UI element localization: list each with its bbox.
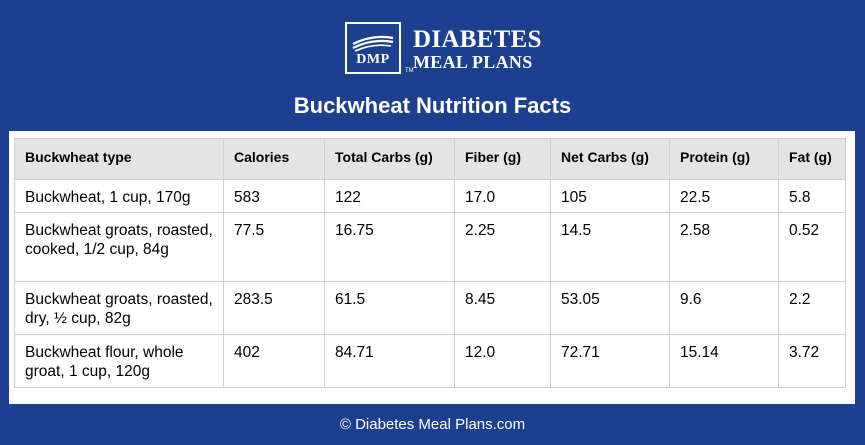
cell-fiber: 17.0 <box>454 179 551 213</box>
cell-net-carbs: 14.5 <box>550 212 670 282</box>
column-header-type: Buckwheat type <box>14 138 224 180</box>
column-header-protein: Protein (g) <box>669 138 779 180</box>
cell-type: Buckwheat groats, roasted, dry, ½ cup, 8… <box>14 281 224 335</box>
cell-type: Buckwheat groats, roasted, cooked, 1/2 c… <box>14 212 224 282</box>
logo-mark: DMP TM <box>345 22 414 74</box>
table-panel: Buckwheat type Calories Total Carbs (g) … <box>9 131 855 404</box>
cell-net-carbs: 53.05 <box>550 281 670 335</box>
cell-fiber: 8.45 <box>454 281 551 335</box>
logo-wordmark: DIABETES MEAL PLANS <box>413 22 542 76</box>
table-row: Buckwheat, 1 cup, 170g 583 122 17.0 105 … <box>14 179 846 213</box>
cell-total-carbs: 84.71 <box>324 334 455 388</box>
cell-calories: 402 <box>223 334 325 388</box>
logo-line-1: DIABETES <box>413 26 542 53</box>
cell-fiber: 12.0 <box>454 334 551 388</box>
table-row: Buckwheat groats, roasted, cooked, 1/2 c… <box>14 212 846 282</box>
cell-total-carbs: 16.75 <box>324 212 455 282</box>
column-header-fiber: Fiber (g) <box>454 138 551 180</box>
column-header-net-carbs: Net Carbs (g) <box>550 138 670 180</box>
cell-protein: 9.6 <box>669 281 779 335</box>
cell-protein: 15.14 <box>669 334 779 388</box>
column-header-total-carbs: Total Carbs (g) <box>324 138 455 180</box>
logo-mark-text: DMP <box>356 52 390 67</box>
cell-fiber: 2.25 <box>454 212 551 282</box>
cell-fat: 3.72 <box>778 334 846 388</box>
cell-net-carbs: 105 <box>550 179 670 213</box>
cell-protein: 2.58 <box>669 212 779 282</box>
cell-calories: 77.5 <box>223 212 325 282</box>
nutrition-table: Buckwheat type Calories Total Carbs (g) … <box>14 138 846 388</box>
page-title: Buckwheat Nutrition Facts <box>293 93 572 118</box>
logo-trademark: TM <box>405 68 414 74</box>
cell-type: Buckwheat flour, whole groat, 1 cup, 120… <box>14 334 224 388</box>
column-header-fat: Fat (g) <box>778 138 846 180</box>
table-header-row: Buckwheat type Calories Total Carbs (g) … <box>14 138 846 180</box>
brand-logo: DMP TM DIABETES MEAL PLANS <box>345 22 542 76</box>
table-row: Buckwheat groats, roasted, dry, ½ cup, 8… <box>14 281 846 335</box>
cell-total-carbs: 61.5 <box>324 281 455 335</box>
cell-type: Buckwheat, 1 cup, 170g <box>14 179 224 213</box>
cell-calories: 583 <box>223 179 325 213</box>
logo-swoosh-icon <box>352 35 394 52</box>
cell-fat: 0.52 <box>778 212 846 282</box>
logo-line-2: MEAL PLANS <box>413 52 533 72</box>
table-row: Buckwheat flour, whole groat, 1 cup, 120… <box>14 334 846 388</box>
cell-calories: 283.5 <box>223 281 325 335</box>
column-header-calories: Calories <box>223 138 325 180</box>
cell-fat: 2.2 <box>778 281 846 335</box>
cell-net-carbs: 72.71 <box>550 334 670 388</box>
cell-protein: 22.5 <box>669 179 779 213</box>
copyright-footer: © Diabetes Meal Plans.com <box>339 416 526 433</box>
cell-fat: 5.8 <box>778 179 846 213</box>
cell-total-carbs: 122 <box>324 179 455 213</box>
